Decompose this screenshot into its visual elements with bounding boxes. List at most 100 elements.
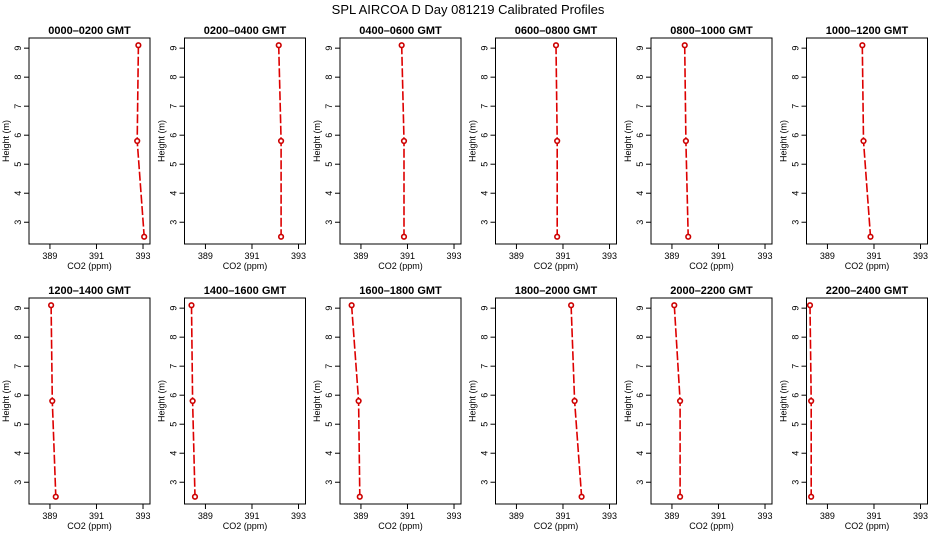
panel-3-y-tick-label: 8 <box>324 75 334 80</box>
panel-4-frame <box>495 37 617 245</box>
panel-10-y-tick-label: 6 <box>480 393 490 398</box>
panel-10-profile-point <box>578 493 585 500</box>
panel-6-x-tick-label: 389 <box>820 251 835 261</box>
panel-2-y-tick-label: 4 <box>169 191 179 196</box>
panel-12-y-tick-label: 3 <box>791 480 801 485</box>
panel-1-profile-point <box>135 42 142 49</box>
panel-2-profile-point <box>277 137 285 145</box>
panel-9-x-tick-label: 389 <box>353 511 368 521</box>
panel-9-profile-point <box>355 397 362 405</box>
panel-5-y-axis-label: Height (m) <box>623 120 633 162</box>
panel-7-x-tick-label: 389 <box>42 511 57 521</box>
panel-3: 0400–0600 GMT 389 391 393 3 4 5 6 7 8 9 CO2 (ppm) He… <box>312 25 462 271</box>
panel-4-y-tick-label: 4 <box>480 191 490 196</box>
panel-3-y-tick-label: 6 <box>324 133 334 138</box>
panel-3-profile-point <box>398 42 405 49</box>
panel-9-y-tick-label: 8 <box>324 335 334 340</box>
panel-5-profile-point <box>685 233 692 240</box>
panel-4: 0600–0800 GMT 389 391 393 3 4 5 6 7 8 9 CO2 (ppm) He… <box>468 25 618 271</box>
panel-2-y-axis-label: Height (m) <box>157 120 167 162</box>
panel-9-frame <box>339 297 462 505</box>
panel-8-profile-point <box>188 302 195 309</box>
panel-11-title: 2000–2200 GMT <box>670 285 753 297</box>
panel-12-profile-point <box>808 493 815 500</box>
panel-12-y-tick-label: 4 <box>791 451 801 456</box>
panel-11-y-tick-label: 7 <box>635 364 645 369</box>
panel-3-profile-point <box>400 233 408 240</box>
panel-2-y-tick-label: 8 <box>169 75 179 80</box>
panel-7-y-axis-label: Height (m) <box>1 380 11 422</box>
panel-11-frame <box>650 297 773 505</box>
panel-6-title: 1000–1200 GMT <box>826 25 909 37</box>
panel-8-y-tick-label: 9 <box>169 306 179 311</box>
panel-11-x-axis-label: CO2 (ppm) <box>689 521 734 531</box>
panel-2-frame <box>184 37 306 245</box>
panel-8-x-tick-label: 391 <box>244 511 259 521</box>
panel-6-profile-point <box>867 233 874 240</box>
panel-4-title: 0600–0800 GMT <box>515 25 598 37</box>
panel-12-profile-point <box>806 302 814 309</box>
panel-2-y-tick-label: 3 <box>169 220 179 225</box>
panel-11-profile-point <box>676 397 684 405</box>
panel-11-x-tick-label: 393 <box>758 511 773 521</box>
panel-6-y-tick-label: 7 <box>791 104 801 109</box>
panel-6: 1000–1200 GMT 389 391 393 3 4 5 6 7 8 9 CO2 (ppm) He… <box>779 25 929 271</box>
panel-12-title: 2200–2400 GMT <box>826 285 909 297</box>
panel-12-y-tick-label: 8 <box>791 335 801 340</box>
panel-6-frame <box>806 37 928 245</box>
panel-5-y-tick-label: 8 <box>635 75 645 80</box>
panel-6-x-axis-label: CO2 (ppm) <box>845 261 890 271</box>
panel-7-frame <box>28 297 151 505</box>
panel-7-y-tick-label: 4 <box>13 451 23 456</box>
panel-7-y-tick-label: 3 <box>13 480 23 485</box>
panel-1-profile-point <box>134 137 141 145</box>
panel-8-x-axis-label: CO2 (ppm) <box>223 521 268 531</box>
panel-4-y-tick-label: 6 <box>480 133 490 138</box>
panel-10-title: 1800–2000 GMT <box>515 285 598 297</box>
panel-8-frame <box>184 297 306 505</box>
panel-4-y-tick-label: 9 <box>480 46 490 51</box>
panel-4-y-tick-label: 8 <box>480 75 490 80</box>
panel-8-y-tick-label: 8 <box>169 335 179 340</box>
panel-5-title: 0800–1000 GMT <box>670 25 753 37</box>
panel-9-profile-point <box>356 493 363 500</box>
panel-4-x-tick-label: 389 <box>509 251 524 261</box>
panel-10-profile-point <box>571 397 578 405</box>
panel-7-y-tick-label: 7 <box>13 364 23 369</box>
panel-2-y-tick-label: 9 <box>169 46 179 51</box>
panel-8-profile-point <box>191 493 199 500</box>
panel-1-y-tick-label: 6 <box>13 133 23 138</box>
panel-10-profile-point <box>568 302 575 309</box>
panel-2-x-axis-label: CO2 (ppm) <box>223 261 268 271</box>
panel-3-y-tick-label: 4 <box>324 191 334 196</box>
panel-12-profile-point <box>808 397 815 405</box>
panel-6-y-axis-label: Height (m) <box>779 120 789 162</box>
panel-5-y-tick-label: 7 <box>635 104 645 109</box>
panel-11-y-tick-label: 4 <box>635 451 645 456</box>
panel-8: 1400–1600 GMT 389 391 393 3 4 5 6 7 8 9 CO2 (ppm) He… <box>157 285 307 531</box>
panel-3-title: 0400–0600 GMT <box>359 25 442 37</box>
panel-1: 0000–0200 GMT 389 391 393 3 4 5 6 7 8 9 CO2 (ppm) He… <box>1 25 151 271</box>
panel-7-x-tick-label: 393 <box>136 511 151 521</box>
panel-10-x-tick-label: 389 <box>509 511 524 521</box>
panel-9-title: 1600–1800 GMT <box>359 285 442 297</box>
panel-7-profile-point <box>52 493 59 500</box>
panel-6-x-tick-label: 393 <box>913 251 928 261</box>
panel-4-x-tick-label: 393 <box>602 251 617 261</box>
panel-4-x-axis-label: CO2 (ppm) <box>534 261 579 271</box>
panel-2-y-tick-label: 6 <box>169 133 179 138</box>
panel-9-y-tick-label: 9 <box>324 306 334 311</box>
panel-5-profile-point <box>681 42 688 49</box>
panel-1-x-axis-label: CO2 (ppm) <box>67 261 112 271</box>
panel-4-y-tick-label: 3 <box>480 220 490 225</box>
panel-5-profile-point <box>682 137 690 145</box>
panel-9-y-axis-label: Height (m) <box>312 380 322 422</box>
panel-5-x-tick-label: 389 <box>664 251 679 261</box>
panel-12-y-tick-label: 5 <box>791 422 801 427</box>
panel-10-y-tick-label: 5 <box>480 422 490 427</box>
panel-1-x-tick-label: 391 <box>89 251 104 261</box>
panel-7-y-tick-label: 8 <box>13 335 23 340</box>
panel-8-y-axis-label: Height (m) <box>157 380 167 422</box>
panel-5-y-tick-label: 6 <box>635 133 645 138</box>
panel-1-y-tick-label: 3 <box>13 220 23 225</box>
